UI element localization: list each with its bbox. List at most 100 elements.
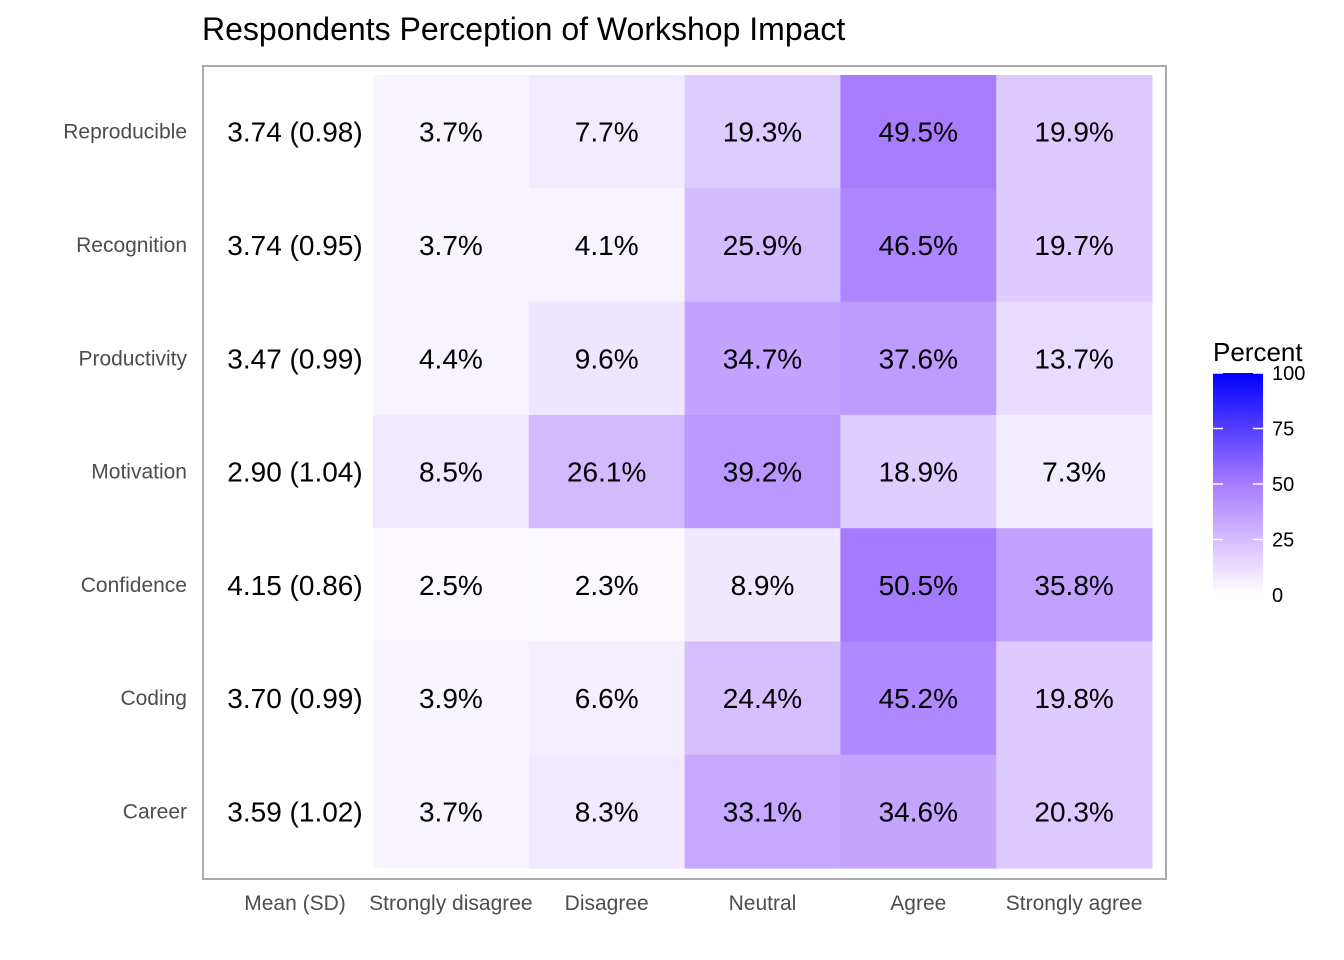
heatmap-cell (373, 641, 530, 756)
row-labels: Reproducible Recognition Productivity Motiv… (63, 121, 187, 824)
color-legend: Percent 0 25 50 75 100 (1213, 337, 1305, 607)
mean-sd-label: 3.74 (0.95) (227, 230, 362, 261)
heatmap-cell (684, 754, 841, 869)
row-label: Recognition (76, 234, 187, 257)
column-label-mean-sd: Mean (SD) (244, 892, 346, 915)
column-label: Neutral (729, 892, 797, 915)
chart-title: Respondents Perception of Workshop Impac… (202, 11, 845, 47)
heatmap-cell (528, 414, 686, 529)
cell-value-label: 7.7% (575, 117, 639, 148)
heatmap-cell (996, 301, 1153, 416)
cell-value-label: 3.7% (419, 117, 483, 148)
cell-value-label: 45.2% (879, 683, 958, 714)
heatmap-cell (528, 301, 686, 416)
cell-value-label: 34.6% (879, 796, 958, 827)
heatmap-cell (684, 641, 841, 756)
cell-value-label: 20.3% (1034, 796, 1113, 827)
heatmap-cell (373, 188, 530, 303)
cell-value-label: 9.6% (575, 343, 639, 374)
cell-value-label: 2.3% (575, 570, 639, 601)
cell-value-label: 19.9% (1034, 117, 1113, 148)
heatmap-cell (996, 754, 1153, 869)
cell-value-label: 8.9% (731, 570, 795, 601)
cell-value-label: 8.3% (575, 796, 639, 827)
cell-value-label: 4.4% (419, 343, 483, 374)
column-label: Agree (890, 892, 946, 915)
heatmap-cell (373, 414, 530, 529)
heatmap-cell (528, 528, 686, 642)
heatmap-cell (996, 188, 1153, 303)
row-label: Reproducible (63, 121, 187, 144)
heatmap-cell (840, 414, 997, 529)
panel-border (202, 65, 1167, 880)
column-label: Strongly agree (1006, 892, 1143, 915)
legend-tick-label: 25 (1272, 530, 1294, 552)
cell-value-label: 46.5% (879, 230, 958, 261)
cell-value-label: 26.1% (567, 457, 646, 488)
cell-value-label: 25.9% (723, 230, 802, 261)
heatmap-cell (684, 301, 841, 416)
heatmap-cell (840, 641, 997, 756)
heatmap-cell (373, 754, 530, 869)
cell-value-label: 37.6% (879, 343, 958, 374)
cell-value-label: 2.5% (419, 570, 483, 601)
mean-sd-label: 3.47 (0.99) (227, 343, 362, 374)
cell-value-label: 19.8% (1034, 683, 1113, 714)
heatmap-cell (996, 414, 1153, 529)
heatmap-cell (996, 528, 1153, 642)
cell-value-label: 7.3% (1042, 457, 1106, 488)
mean-sd-label: 4.15 (0.86) (227, 570, 362, 601)
cell-value-label: 3.7% (419, 796, 483, 827)
heatmap-cell (528, 188, 686, 303)
heatmap-cell (996, 75, 1153, 189)
heatmap-cell (840, 188, 997, 303)
mean-sd-label: 3.70 (0.99) (227, 683, 362, 714)
heatmap-cell (840, 301, 997, 416)
heatmap-cell (840, 75, 997, 189)
heatmap-cells (373, 75, 1153, 869)
cell-value-label: 3.7% (419, 230, 483, 261)
heatmap-cell (684, 528, 841, 642)
cell-value-label: 35.8% (1034, 570, 1113, 601)
cell-value-label: 3.9% (419, 683, 483, 714)
heatmap-cell (684, 188, 841, 303)
row-label: Coding (120, 687, 187, 710)
legend-tick-label: 0 (1272, 585, 1283, 607)
row-label: Confidence (81, 574, 187, 597)
cell-value-label: 50.5% (879, 570, 958, 601)
legend-tick-label: 75 (1272, 419, 1294, 441)
cell-value-label: 34.7% (723, 343, 802, 374)
heatmap-cell (528, 75, 686, 189)
heatmap-cell (528, 641, 686, 756)
mean-labels: 3.74 (0.98) 3.74 (0.95) 3.47 (0.99) 2.90 (1… (227, 117, 362, 828)
cell-value-label: 39.2% (723, 457, 802, 488)
cell-value-label: 13.7% (1034, 343, 1113, 374)
mean-sd-label: 2.90 (1.04) (227, 457, 362, 488)
heatmap-cell (996, 641, 1153, 756)
heatmap-cell (840, 528, 997, 642)
cell-value-label: 19.7% (1034, 230, 1113, 261)
mean-sd-label: 3.59 (1.02) (227, 796, 362, 827)
legend-ticks: 0 25 50 75 100 (1213, 363, 1305, 607)
cell-value-label: 49.5% (879, 117, 958, 148)
cell-value-label: 24.4% (723, 683, 802, 714)
heatmap-cell (684, 414, 841, 529)
heatmap-cell (373, 75, 530, 189)
legend-title: Percent (1213, 337, 1303, 367)
cell-value-label: 19.3% (723, 117, 802, 148)
cell-value-label: 4.1% (575, 230, 639, 261)
column-label: Disagree (565, 892, 649, 915)
row-label: Productivity (78, 347, 187, 370)
cell-value-label: 8.5% (419, 457, 483, 488)
heatmap-cell (684, 75, 841, 189)
legend-tick-label: 50 (1272, 474, 1294, 496)
cell-value-label: 6.6% (575, 683, 639, 714)
column-labels: Mean (SD) Strongly disagree Disagree Neutr… (244, 892, 1142, 915)
cell-value-label: 33.1% (723, 796, 802, 827)
heatmap-cell (528, 754, 686, 869)
row-label: Career (123, 800, 187, 823)
cell-labels: 3.7% 7.7% 19.3% 49.5% 19.9% 3.7% 4.1% 25.9% 46.5… (419, 117, 1114, 828)
column-label: Strongly disagree (369, 892, 532, 915)
row-label: Motivation (91, 461, 187, 484)
